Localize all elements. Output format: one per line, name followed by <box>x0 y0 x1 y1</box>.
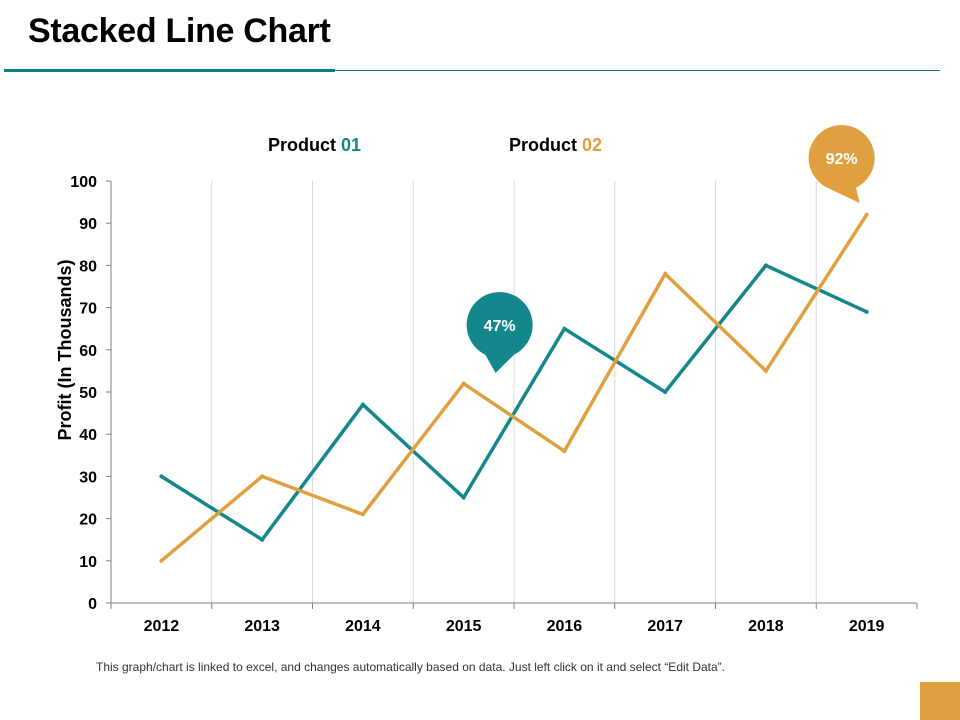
corner-accent-block <box>920 682 960 720</box>
data-point[interactable] <box>159 558 164 563</box>
legend-product-02[interactable]: Product 02 <box>509 135 602 156</box>
y-tick-label: 0 <box>88 596 97 613</box>
legend-number: 02 <box>582 135 603 155</box>
data-point[interactable] <box>461 381 466 386</box>
x-tick-label: 2013 <box>244 618 280 635</box>
data-point[interactable] <box>360 402 365 407</box>
data-point[interactable] <box>360 512 365 517</box>
x-tick-label: 2018 <box>748 618 784 635</box>
y-tick-label: 90 <box>79 216 97 233</box>
x-tick-label: 2019 <box>849 618 885 635</box>
x-tick-label: 2012 <box>144 618 180 635</box>
y-tick-label: 30 <box>79 469 97 486</box>
data-point[interactable] <box>763 263 768 268</box>
y-axis-title: Profit (In Thousands) <box>55 260 75 441</box>
data-point[interactable] <box>260 537 265 542</box>
data-point[interactable] <box>663 390 668 394</box>
data-point[interactable] <box>461 495 466 500</box>
title-underline-accent <box>4 69 335 72</box>
data-point[interactable] <box>864 212 869 217</box>
y-tick-label: 10 <box>79 554 97 571</box>
title-underline <box>4 70 940 71</box>
callout-label: 92% <box>826 151 858 168</box>
callout-bubble <box>808 125 875 203</box>
data-point[interactable] <box>663 271 668 276</box>
legend-label: Product <box>268 135 342 155</box>
data-point[interactable] <box>159 474 164 479</box>
y-tick-label: 20 <box>79 512 97 529</box>
y-tick-label: 50 <box>79 385 97 402</box>
data-point[interactable] <box>562 449 567 454</box>
y-tick-label: 70 <box>79 301 97 318</box>
data-point[interactable] <box>260 474 265 479</box>
legend-product-01[interactable]: Product 01 <box>268 135 361 156</box>
legend-label: Product <box>509 135 583 155</box>
data-point[interactable] <box>562 326 567 331</box>
y-tick-label: 100 <box>70 174 97 191</box>
x-tick-label: 2014 <box>345 618 381 635</box>
legend-number: 01 <box>341 135 362 155</box>
series-line-product-02[interactable] <box>160 213 869 563</box>
y-tick-label: 80 <box>79 258 97 275</box>
y-tick-label: 40 <box>79 427 97 444</box>
series-line-product-01[interactable] <box>160 263 868 543</box>
y-tick-label: 60 <box>79 343 97 360</box>
x-tick-label: 2015 <box>446 618 482 635</box>
x-tick-label: 2016 <box>547 618 583 635</box>
page-title: Stacked Line Chart <box>28 12 331 50</box>
callout-bubble <box>466 292 533 373</box>
footnote: This graph/chart is linked to excel, and… <box>96 660 725 674</box>
data-point[interactable] <box>864 309 869 314</box>
callout-label: 47% <box>484 318 516 335</box>
data-point[interactable] <box>763 368 768 373</box>
x-tick-label: 2017 <box>647 618 683 635</box>
